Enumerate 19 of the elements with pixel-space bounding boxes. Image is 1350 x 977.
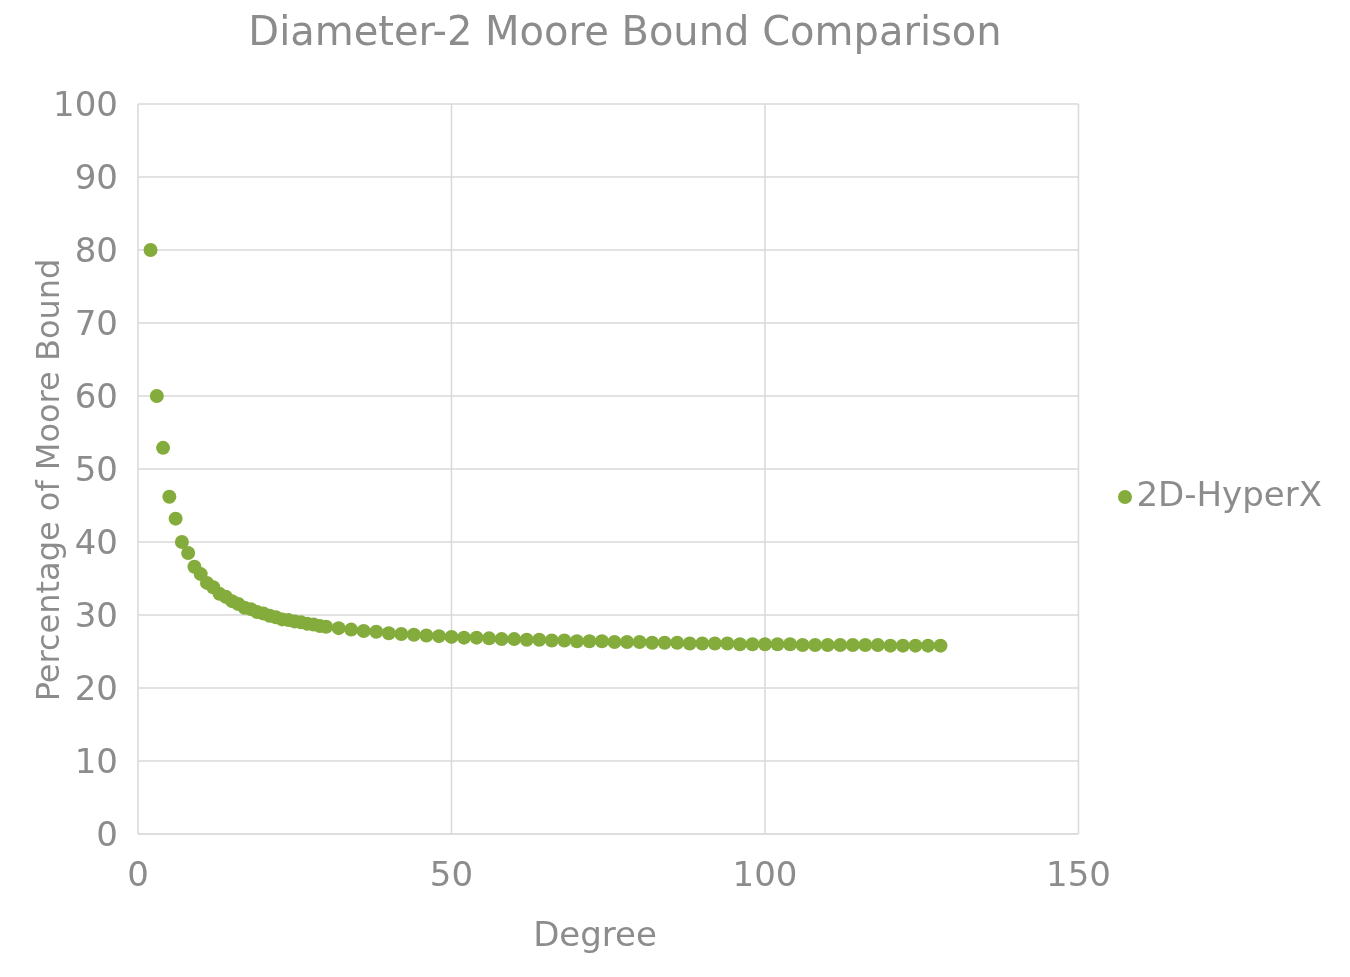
y-tick-label: 50 [74,449,118,490]
x-tick-label: 150 [1046,854,1111,895]
legend-label: 2D-HyperX [1136,474,1322,514]
y-tick-label: 70 [74,303,118,344]
y-axis-title: Percentage of Moore Bound [29,258,67,702]
x-tick-label: 50 [429,854,474,895]
chart-title: Diameter-2 Moore Bound Comparison [247,8,1003,56]
y-tick-label: 10 [74,741,118,782]
y-tick-label: 60 [74,376,118,417]
y-tick-label: 20 [74,668,118,709]
x-axis-title: Degree [532,914,658,954]
y-tick-label: 30 [74,595,118,636]
y-tick-label: 90 [74,157,118,198]
y-tick-label: 0 [96,814,118,855]
x-tick-label: 0 [127,854,149,895]
y-tick-label: 100 [53,84,118,125]
y-tick-label: 80 [74,230,118,271]
x-tick-label: 100 [732,854,798,895]
y-tick-label: 40 [74,522,118,563]
